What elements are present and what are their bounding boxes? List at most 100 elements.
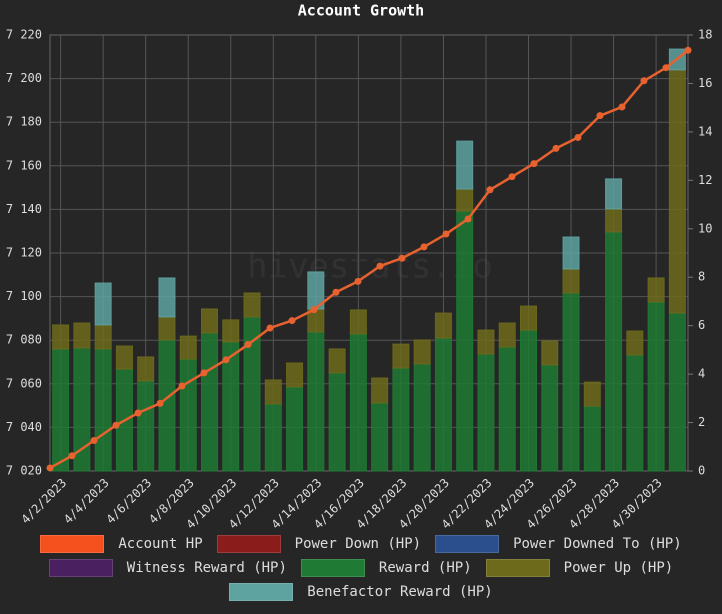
line-point [310,306,318,314]
bar-segment [647,277,665,303]
legend: Account HP Power Down (HP) Power Downed To… [10,535,712,601]
bar-segment [158,277,176,318]
line-point [684,46,692,54]
legend-item[interactable]: Power Up (HP) [485,559,674,577]
line-point [552,144,560,152]
bar-segment [371,377,389,404]
bar-segment [179,335,197,360]
line-point [486,186,494,194]
legend-item[interactable]: Power Down (HP) [216,535,422,553]
bar-segment [94,282,112,326]
legend-swatch [300,559,365,577]
line-point [596,112,604,120]
y-tick-label: 7 160 [6,158,42,172]
bar-segment [605,208,623,233]
y2-tick-label: 4 [698,367,705,381]
line-point [464,215,472,223]
y2-tick-label: 14 [698,124,712,138]
bar-segment [137,356,155,382]
bar-segment [349,333,367,472]
bar-segment [477,353,495,472]
bar-segment [222,319,240,343]
bar-segment [307,331,325,472]
legend-label: Reward (HP) [378,560,472,576]
line-point [662,64,670,72]
bar-segment [562,292,580,472]
bar-segment [605,231,623,472]
bar-segment [434,312,452,339]
legend-label: Witness Reward (HP) [126,560,287,576]
bar-segment [201,308,218,334]
bar-segment [158,316,176,341]
legend-label: Power Down (HP) [294,536,422,552]
line-point [332,288,340,296]
legend-item[interactable]: Power Downed To (HP) [435,535,682,553]
legend-item[interactable]: Witness Reward (HP) [48,559,287,577]
bar-segment [583,381,601,407]
bar-segment [264,379,282,405]
y-tick-label: 7 080 [6,333,42,347]
line-point [530,160,538,168]
legend-item[interactable]: Account HP [40,535,203,553]
bar-segment [456,210,474,472]
line [49,49,689,470]
line-point [398,254,406,262]
line-point [244,341,252,349]
line-point [68,452,76,460]
line-point [508,173,516,181]
y2-tick-label: 12 [698,173,712,187]
bar-segment [392,367,410,472]
line-point [156,399,164,407]
y-tick-label: 7 220 [6,28,42,42]
bar-segment [456,140,474,190]
x-tick-label: 4/4/2023 [61,476,112,527]
legend-swatch [485,559,550,577]
bar-segment [626,354,644,472]
line-point [112,421,120,429]
bar-segment [52,324,70,350]
line-point [574,133,582,141]
y-tick-label: 7 120 [6,246,42,260]
bar-segment [413,339,431,365]
y-tick-label: 7 180 [6,115,42,129]
legend-swatch [229,583,294,601]
legend-item[interactable]: Benefactor Reward (HP) [229,583,493,601]
line-point [288,317,296,325]
bar-segment [413,363,431,472]
bar-segment [115,345,133,370]
legend-swatch [40,535,105,553]
line-point [420,243,428,251]
bar-segment [541,364,559,472]
bar-segment [583,405,601,472]
bar-segment [264,403,282,472]
line-point [134,409,142,417]
line-point [200,369,208,377]
legend-label: Benefactor Reward (HP) [307,584,493,600]
legend-label: Power Downed To (HP) [513,536,682,552]
y-tick-label: 7 060 [6,376,42,390]
bar-segment [477,329,495,355]
bar-segment [668,312,686,472]
line-point [178,382,186,390]
plot-border [49,34,689,472]
bar-segment [562,268,580,294]
bar-segment [179,358,197,472]
line-point [442,230,450,238]
y2-tick-label: 6 [698,318,705,332]
bar-segment [647,301,665,472]
bar-segment [243,292,261,318]
bar-segment [371,402,389,472]
bar-segment [349,309,367,335]
bar-segment [520,305,537,331]
legend-item[interactable]: Reward (HP) [300,559,472,577]
line-point [46,464,54,472]
y2-tick-label: 0 [698,464,705,478]
y-tick-label: 7 100 [6,289,42,303]
bar-segment [392,343,410,369]
bar-segment [94,348,112,472]
legend-swatch [216,535,281,553]
line-point [354,277,362,285]
bar-segment [562,236,580,270]
legend-label: Power Up (HP) [563,560,674,576]
line-point [90,436,98,444]
